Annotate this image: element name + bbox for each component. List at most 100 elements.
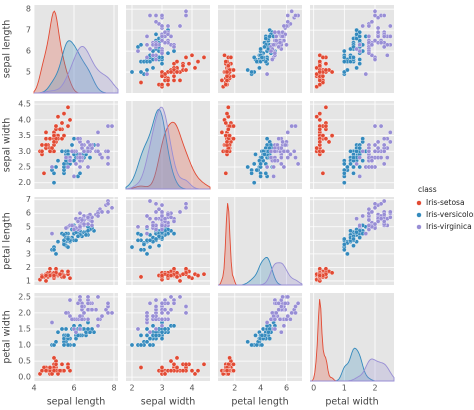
point (223, 82, 229, 87)
point (47, 136, 53, 141)
point (177, 209, 183, 215)
point (381, 149, 387, 154)
kde (125, 106, 210, 190)
x-axis-label: sepal length (47, 397, 106, 408)
point (285, 313, 291, 319)
point (183, 310, 189, 316)
point (375, 145, 381, 151)
point (65, 123, 71, 129)
point (43, 136, 49, 141)
point (366, 23, 372, 29)
kde (34, 46, 119, 94)
point (262, 152, 267, 157)
point (39, 368, 45, 373)
point (314, 145, 319, 151)
point (189, 53, 195, 58)
point (147, 198, 153, 204)
point (329, 270, 335, 276)
point (372, 9, 378, 14)
point (144, 213, 150, 219)
point (59, 120, 65, 126)
point (251, 180, 257, 185)
point (201, 271, 207, 277)
point (317, 139, 323, 145)
point (280, 294, 285, 300)
point (147, 46, 153, 52)
point (270, 57, 275, 62)
point (159, 365, 165, 370)
point (47, 273, 53, 278)
point (105, 201, 111, 207)
point (95, 323, 101, 329)
point (317, 69, 323, 75)
point (273, 310, 279, 316)
point (276, 136, 281, 141)
point (195, 59, 201, 64)
point (153, 209, 159, 215)
point (63, 225, 69, 231)
point (75, 234, 81, 239)
point (224, 149, 230, 154)
point (138, 342, 144, 348)
point (162, 326, 168, 332)
point (67, 117, 73, 123)
y-tick-label: 2.5 (18, 292, 31, 301)
y-tick-label: 0.0 (18, 373, 31, 382)
point (67, 313, 73, 319)
point (264, 320, 270, 325)
point (259, 342, 265, 348)
point (71, 136, 77, 141)
point (165, 310, 171, 316)
point (366, 50, 372, 56)
point (372, 142, 378, 148)
point (147, 329, 153, 335)
point (320, 171, 326, 176)
point (388, 34, 393, 39)
point (168, 215, 174, 220)
point (224, 78, 230, 83)
point (372, 38, 378, 43)
point (95, 294, 101, 300)
point (372, 123, 378, 129)
point (317, 266, 323, 272)
point (257, 65, 262, 71)
point (65, 333, 71, 338)
y-tick-label: 2 (26, 263, 31, 272)
point (147, 244, 153, 250)
point (105, 310, 111, 316)
point (372, 57, 378, 62)
y-tick-label: 5 (26, 222, 31, 231)
point (195, 273, 201, 278)
point (183, 55, 189, 60)
point (49, 320, 55, 325)
point (366, 149, 372, 154)
point (259, 333, 265, 338)
point (156, 234, 162, 239)
point (320, 73, 326, 79)
point (153, 201, 159, 207)
point (348, 149, 353, 154)
point (77, 313, 83, 319)
point (150, 313, 156, 319)
point (285, 155, 291, 160)
point (171, 219, 177, 224)
point (144, 224, 150, 230)
point (109, 310, 115, 316)
point (186, 274, 192, 280)
kde (218, 262, 303, 286)
point (43, 368, 49, 373)
point (153, 227, 159, 232)
y-tick-label: 2.5 (18, 163, 31, 172)
point (369, 19, 375, 25)
point (323, 67, 329, 73)
point (49, 164, 55, 170)
point (263, 36, 269, 41)
point (95, 317, 101, 322)
point (320, 133, 326, 138)
point (381, 198, 387, 204)
point (51, 273, 57, 278)
point (53, 251, 59, 257)
point (153, 19, 159, 25)
point (159, 223, 165, 228)
y-tick-label: 3.5 (18, 131, 31, 140)
